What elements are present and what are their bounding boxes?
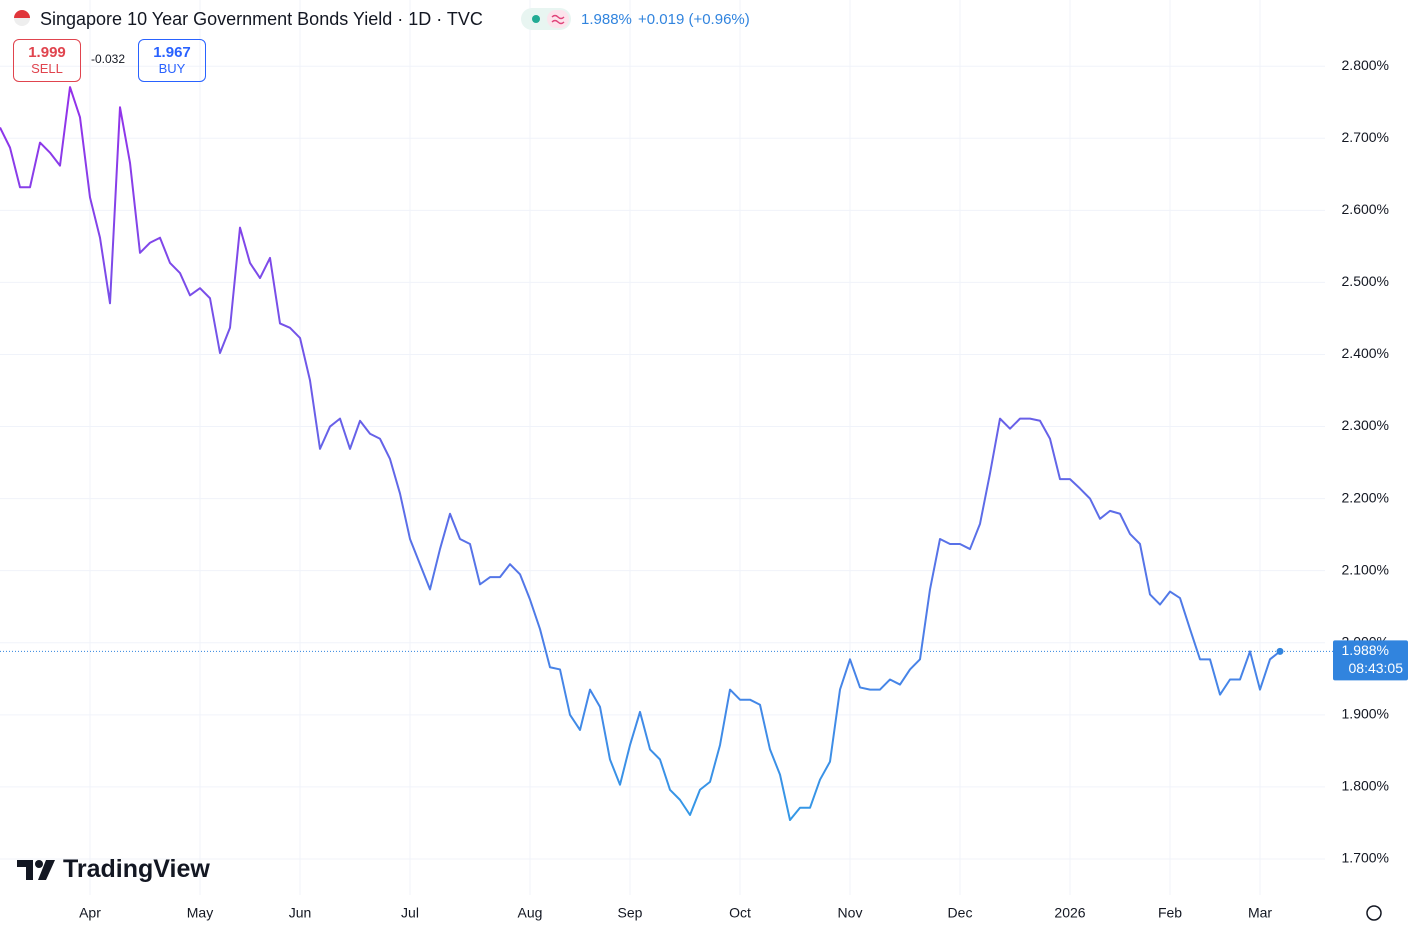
x-tick-label: Sep bbox=[618, 905, 643, 921]
y-tick-label: 2.200% bbox=[1342, 489, 1389, 505]
x-tick-label: Aug bbox=[518, 905, 543, 921]
logo-text: TradingView bbox=[63, 855, 210, 883]
y-tick-label: 2.300% bbox=[1342, 417, 1389, 433]
y-tick-label: 2.800% bbox=[1342, 57, 1389, 73]
spread: -0.032 bbox=[91, 52, 126, 66]
flag-icon bbox=[14, 10, 30, 26]
x-tick-label: Oct bbox=[729, 905, 751, 921]
header-price: 1.988% bbox=[581, 11, 632, 28]
header-change: +0.019 (+0.96%) bbox=[638, 11, 750, 28]
last-price-label: 1.988% bbox=[1342, 642, 1389, 658]
settings-icon[interactable] bbox=[1366, 905, 1382, 921]
buy-price: 1.967 bbox=[153, 44, 191, 61]
x-tick-label: May bbox=[187, 905, 213, 921]
x-tick-label: Mar bbox=[1248, 905, 1272, 921]
y-tick-label: 2.500% bbox=[1342, 273, 1389, 289]
buy-label: BUY bbox=[158, 61, 186, 76]
title: Singapore 10 Year Government Bonds Yield… bbox=[40, 9, 483, 29]
last-point bbox=[1276, 647, 1284, 655]
last-price-tag bbox=[1333, 640, 1408, 681]
x-tick-label: Dec bbox=[948, 905, 973, 921]
y-tick-label: 1.700% bbox=[1342, 850, 1389, 866]
y-tick-label: 2.600% bbox=[1342, 201, 1389, 217]
y-tick-label: 2.700% bbox=[1342, 129, 1389, 145]
sell-button[interactable]: 1.999 SELL bbox=[13, 39, 81, 82]
price-line bbox=[0, 86, 1281, 822]
logo-mark bbox=[17, 860, 55, 880]
y-tick-label: 2.400% bbox=[1342, 345, 1389, 361]
sell-price: 1.999 bbox=[28, 44, 66, 61]
x-tick-label: Jul bbox=[401, 905, 419, 921]
x-tick-label: 2026 bbox=[1054, 905, 1085, 921]
buy-button[interactable]: 1.967 BUY bbox=[138, 39, 206, 82]
x-tick-label: Apr bbox=[79, 905, 101, 921]
y-tick-label: 2.100% bbox=[1342, 561, 1389, 577]
y-tick-label: 1.900% bbox=[1342, 706, 1389, 722]
x-tick-label: Nov bbox=[838, 905, 863, 921]
y-tick-label: 1.800% bbox=[1342, 778, 1389, 794]
countdown: 08:43:05 bbox=[1349, 660, 1404, 676]
status-icons bbox=[532, 10, 569, 28]
sell-label: SELL bbox=[31, 61, 63, 76]
status-pill[interactable] bbox=[521, 8, 571, 30]
x-tick-label: Feb bbox=[1158, 905, 1182, 921]
x-tick-label: Jun bbox=[289, 905, 312, 921]
